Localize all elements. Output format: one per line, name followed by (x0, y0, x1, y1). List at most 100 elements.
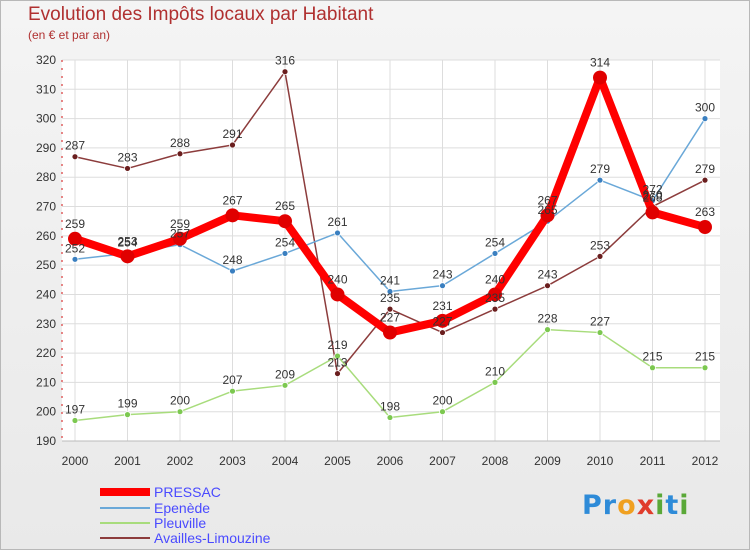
y-tick-label: 200 (36, 405, 56, 419)
data-point (71, 153, 79, 161)
legend-label: Availles-Limouzine (154, 530, 271, 546)
data-label: 235 (380, 291, 400, 305)
data-point (701, 115, 709, 123)
y-tick-label: 190 (36, 434, 56, 448)
data-label: 263 (695, 205, 715, 219)
data-label: 227 (432, 315, 452, 329)
y-tick-label: 240 (36, 287, 56, 301)
data-label: 215 (695, 350, 715, 364)
chart-subtitle: (en € et par an) (28, 28, 111, 42)
data-point (281, 381, 289, 389)
data-point (334, 352, 341, 360)
legend-label: PRESSAC (154, 484, 221, 500)
data-label: 200 (170, 394, 190, 408)
data-point (71, 417, 79, 424)
data-point (229, 267, 236, 275)
data-label: 241 (380, 274, 400, 288)
data-label: 243 (432, 268, 452, 282)
data-label: 197 (65, 402, 85, 416)
y-tick-label: 280 (36, 170, 56, 184)
data-label: 213 (327, 356, 347, 370)
legend-item-epenede: Epenède (100, 500, 210, 516)
data-label: 231 (432, 299, 452, 313)
data-point (71, 255, 79, 263)
logo-letter: o (617, 490, 637, 521)
data-label: 200 (432, 394, 452, 408)
x-tick-label: 2009 (534, 454, 561, 468)
data-label: 253 (117, 234, 137, 248)
data-point (698, 220, 712, 235)
y-tick-label: 300 (36, 112, 56, 126)
logo-letter: x (636, 490, 656, 521)
data-point (281, 250, 289, 257)
data-point (229, 387, 236, 395)
data-point (649, 364, 656, 372)
y-tick-label: 260 (36, 229, 56, 243)
legend-item-pleuville: Pleuville (100, 515, 206, 531)
x-tick-label: 2011 (640, 454, 666, 468)
logo-letter: i (655, 490, 666, 521)
data-point (540, 208, 555, 223)
logo-letter: r (602, 490, 618, 521)
x-tick-label: 2002 (167, 454, 194, 468)
data-label: 209 (275, 367, 295, 381)
legend-label: Epenède (154, 500, 211, 516)
data-point (439, 282, 446, 290)
data-point (124, 165, 131, 172)
data-label: 283 (117, 150, 137, 164)
data-point (596, 176, 604, 184)
x-tick-label: 2003 (219, 454, 246, 468)
data-point (439, 329, 446, 336)
data-label: 198 (380, 400, 400, 414)
data-point (281, 68, 289, 76)
data-label: 227 (590, 315, 610, 329)
data-label: 272 (642, 183, 662, 197)
data-point (386, 305, 394, 313)
y-tick-label: 250 (36, 258, 56, 272)
x-tick-label: 2007 (429, 454, 456, 468)
x-tick-label: 2006 (377, 454, 404, 468)
data-label: 219 (327, 338, 347, 352)
chart-title: Evolution des Impôts locaux par Habitant (28, 4, 374, 25)
data-label: 243 (537, 268, 557, 282)
data-point (386, 288, 394, 295)
data-label: 254 (117, 235, 137, 249)
data-label: 259 (170, 217, 190, 231)
data-point (120, 249, 135, 264)
x-tick-label: 2012 (692, 454, 719, 468)
data-label: 287 (65, 139, 85, 153)
data-label: 228 (537, 312, 557, 326)
y-tick-label: 230 (36, 317, 56, 331)
y-tick-label: 290 (36, 141, 56, 155)
legend-item-pressac: PRESSAC (100, 484, 221, 500)
data-point (491, 305, 499, 313)
legend-item-availles-limouzine: Availles-Limouzine (100, 530, 270, 546)
data-label: 252 (65, 241, 85, 255)
data-point (176, 150, 184, 158)
data-label: 300 (695, 101, 715, 115)
proxiti-logo: Proxiti (582, 490, 690, 521)
x-tick-label: 2010 (587, 454, 614, 468)
data-label: 314 (590, 56, 610, 70)
data-point (386, 414, 394, 421)
data-label: 268 (642, 190, 662, 204)
data-point (176, 408, 184, 416)
data-point (596, 252, 604, 260)
data-label: 210 (485, 364, 505, 378)
data-point (173, 231, 187, 246)
data-label: 235 (485, 291, 505, 305)
x-tick-label: 2005 (324, 454, 351, 468)
data-point (701, 364, 709, 372)
y-tick-label: 320 (36, 53, 56, 67)
data-point (68, 231, 82, 246)
data-label: 279 (695, 162, 715, 176)
data-point (645, 205, 660, 220)
data-point (488, 287, 502, 302)
y-tick-label: 310 (36, 82, 56, 96)
data-label: 265 (275, 199, 295, 213)
data-label: 288 (170, 136, 190, 150)
data-point (334, 229, 341, 237)
x-tick-label: 2001 (114, 454, 141, 468)
data-point (491, 250, 499, 257)
